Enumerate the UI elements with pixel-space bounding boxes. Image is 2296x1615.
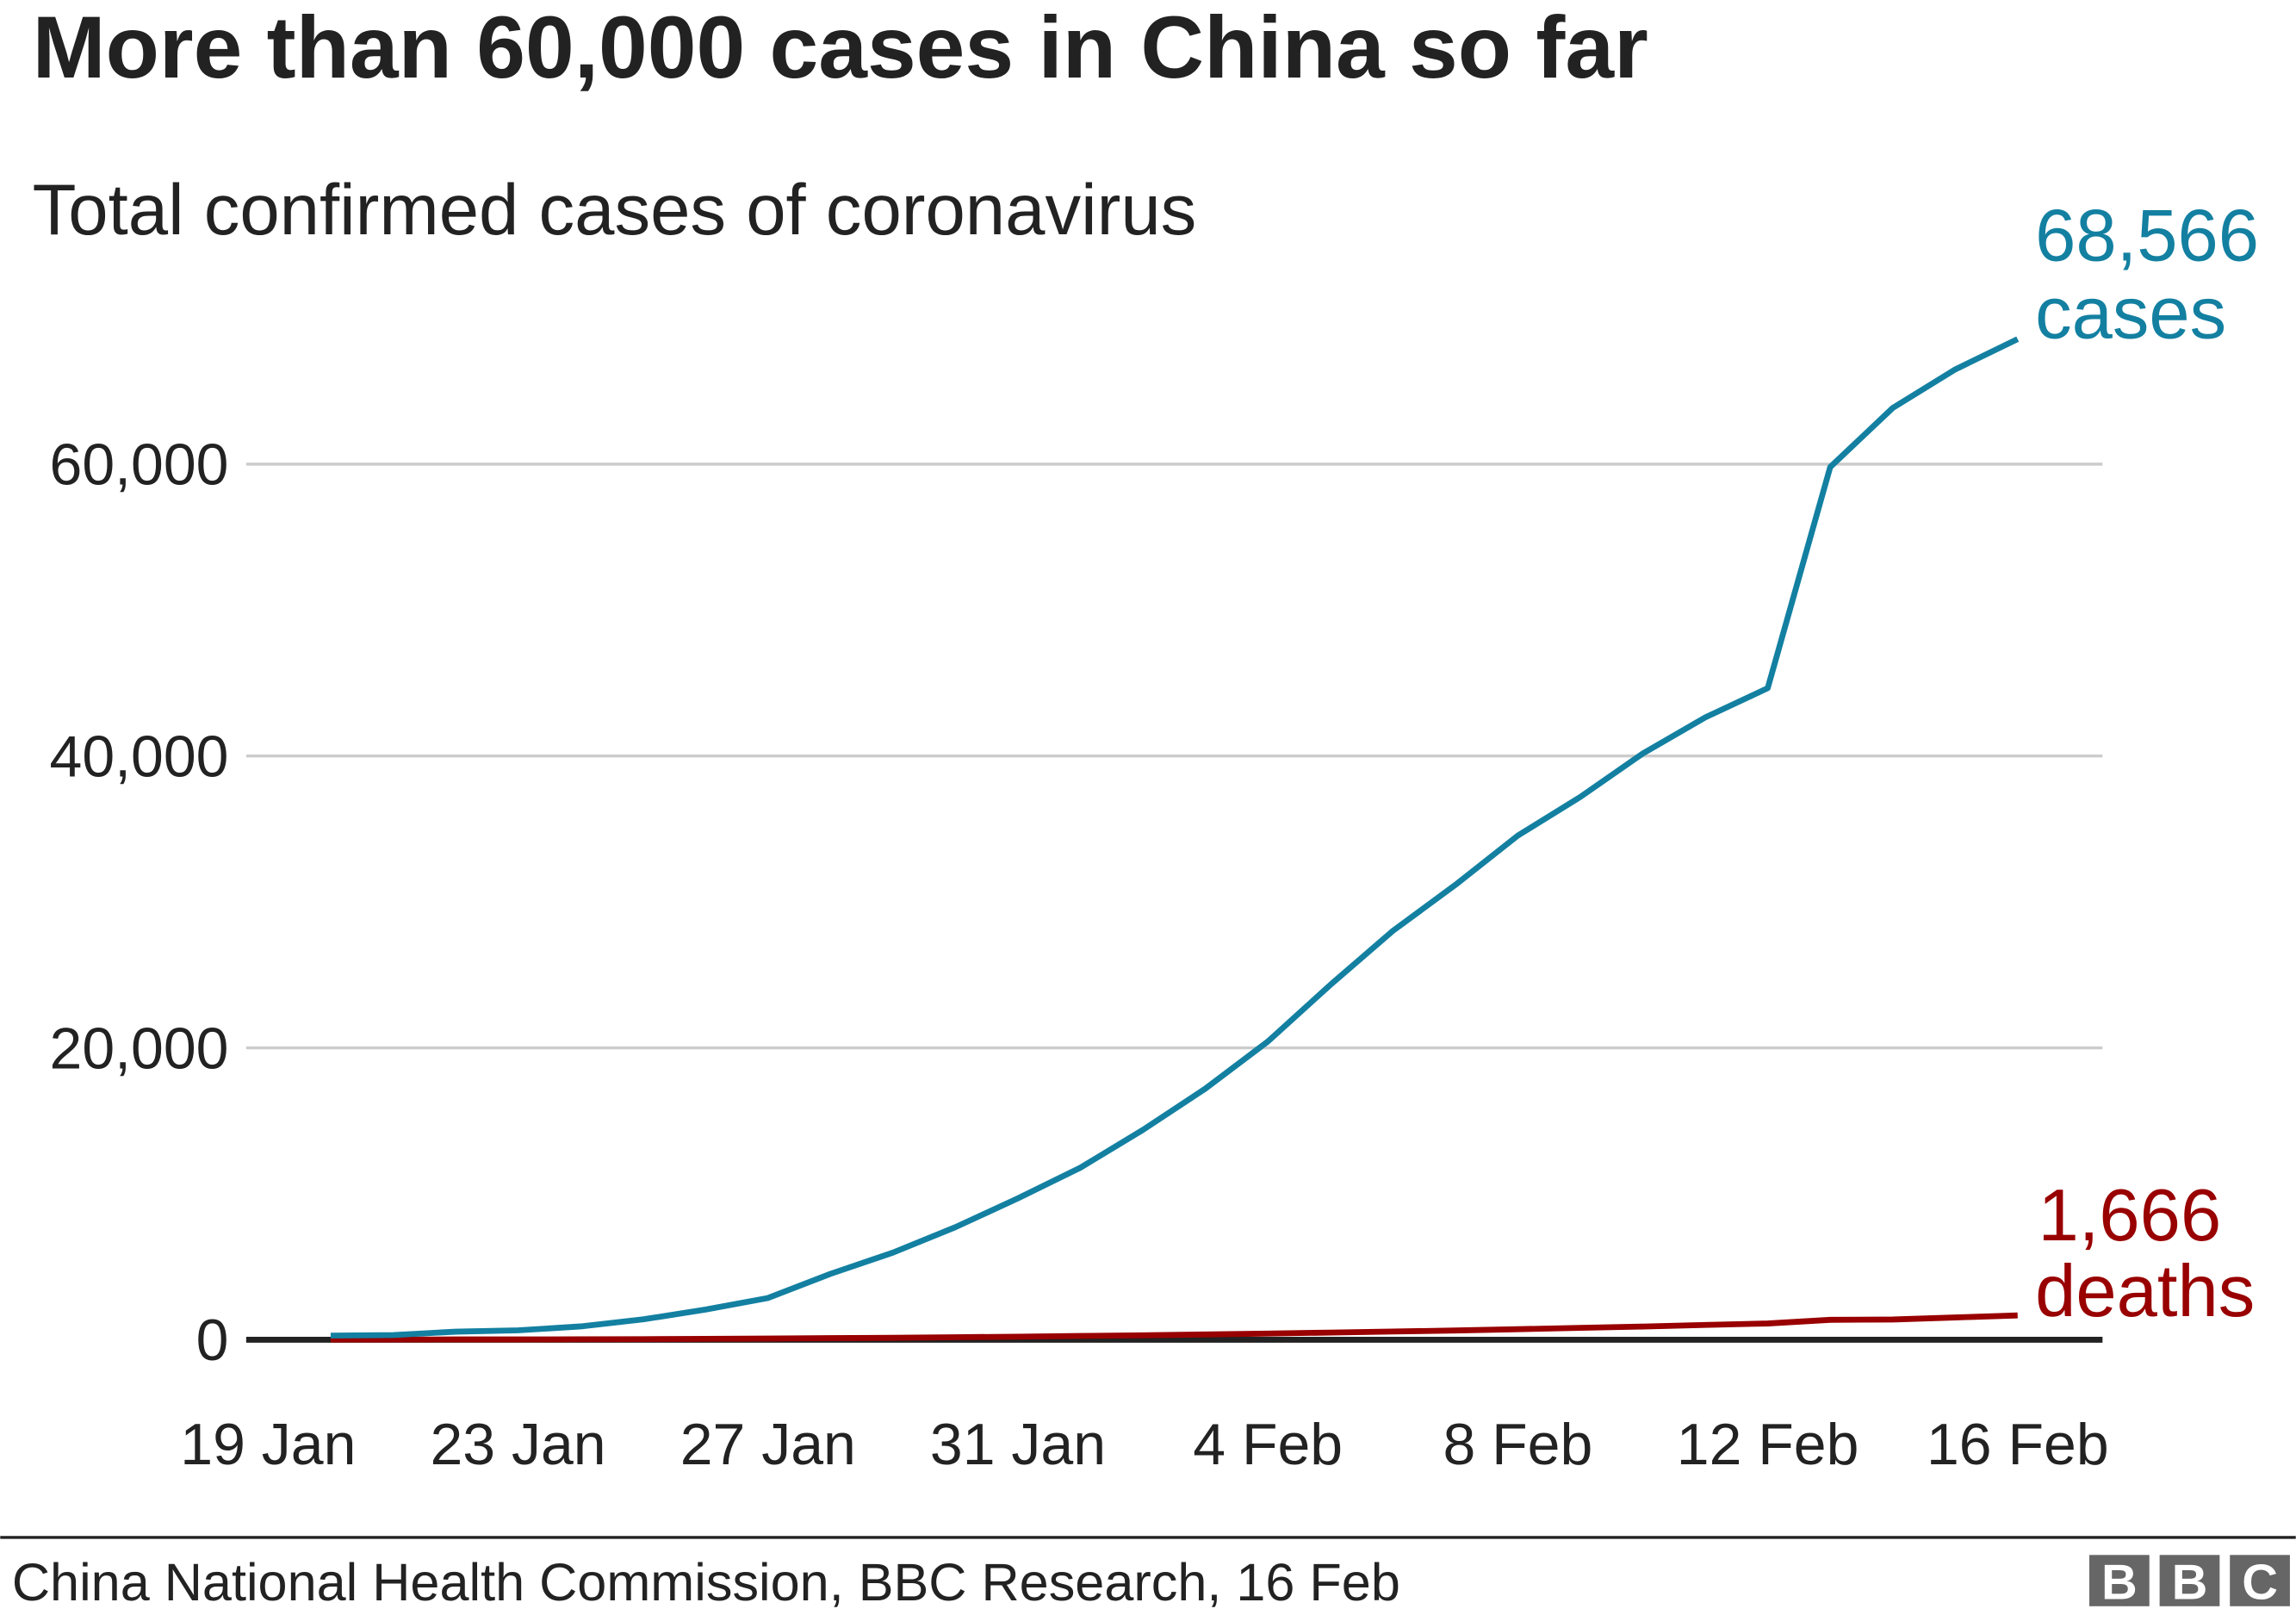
y-tick-label: 60,000 xyxy=(50,432,229,498)
deaths-end-label: 1,666 deaths xyxy=(2035,1175,2255,1332)
deaths-value-label: 1,666 xyxy=(2038,1175,2222,1257)
bbc-logo: B B C xyxy=(2089,1555,2290,1610)
x-tick-label: 19 Jan xyxy=(180,1412,356,1477)
x-tick-label: 8 Feb xyxy=(1443,1412,1592,1477)
svg-text:B: B xyxy=(2172,1555,2208,1610)
source-text: China National Health Commission, BBC Re… xyxy=(12,1553,1400,1612)
deaths-line xyxy=(330,1312,2018,1343)
y-tick-label: 0 xyxy=(196,1308,229,1373)
y-tick-label: 40,000 xyxy=(50,724,229,790)
chart-subtitle: Total confirmed cases of coronavirus xyxy=(33,170,1197,250)
cases-value-label: 68,566 xyxy=(2035,196,2259,277)
x-tick-label: 16 Feb xyxy=(1927,1412,2109,1477)
x-tick-label: 31 Jan xyxy=(930,1412,1106,1477)
gridlines xyxy=(245,463,2103,1050)
x-tick-label: 12 Feb xyxy=(1677,1412,1859,1477)
x-tick-label: 23 Jan xyxy=(431,1412,606,1477)
deaths-text-label: deaths xyxy=(2035,1251,2255,1332)
x-axis: 19 Jan 23 Jan 27 Jan 31 Jan 4 Feb 8 Feb 12 Feb… xyxy=(180,1412,2108,1477)
cases-line xyxy=(330,336,2020,1339)
cases-text-label: cases xyxy=(2035,273,2226,355)
svg-text:B: B xyxy=(2101,1555,2138,1610)
chart-title: More than 60,000 cases in China so far xyxy=(33,0,1648,96)
x-tick-label: 4 Feb xyxy=(1193,1412,1343,1477)
x-tick-label: 27 Jan xyxy=(680,1412,856,1477)
svg-text:C: C xyxy=(2242,1555,2278,1610)
y-axis: 0 20,000 40,000 60,000 xyxy=(50,432,229,1374)
cases-end-label: 68,566 cases xyxy=(2035,196,2259,355)
y-tick-label: 20,000 xyxy=(50,1016,229,1081)
series-lines xyxy=(245,336,2103,1343)
